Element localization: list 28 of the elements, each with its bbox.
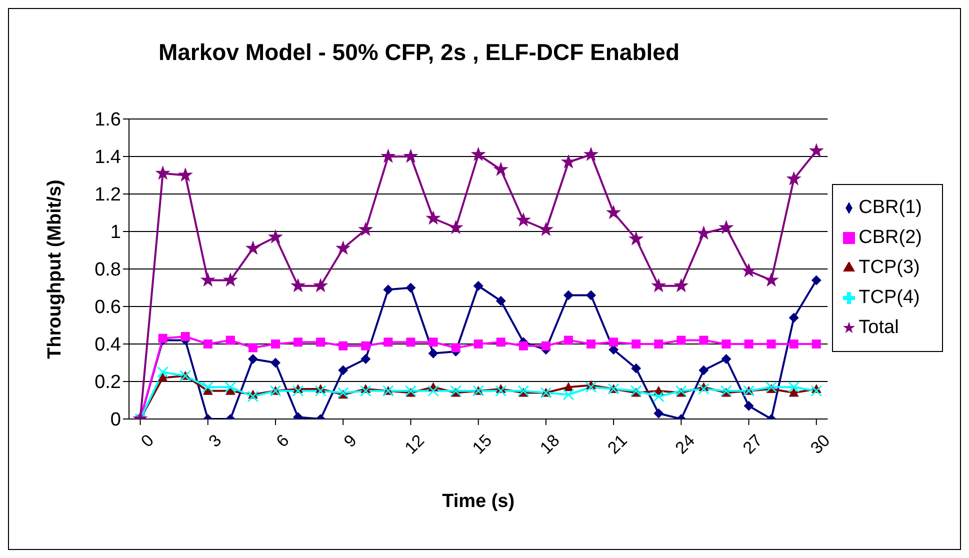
x-tick-label: 30 bbox=[806, 430, 834, 458]
x-axis-title: Time (s) bbox=[442, 491, 515, 512]
y-tick-label: 0.8 bbox=[94, 260, 121, 281]
x-tick-label: 0 bbox=[137, 430, 158, 452]
x-tick-label: 18 bbox=[536, 430, 564, 458]
x-tick-label: 9 bbox=[340, 430, 360, 452]
chart-title: Markov Model - 50% CFP, 2s , ELF-DCF Enabled bbox=[157, 39, 680, 66]
legend-label: TCP(4) bbox=[858, 287, 920, 308]
legend-label: Total bbox=[858, 317, 899, 338]
y-tick-label: 0.2 bbox=[94, 372, 121, 394]
x-tick-label: 21 bbox=[604, 430, 631, 458]
y-tick-label: 0 bbox=[110, 410, 121, 431]
y-tick-label: 1.2 bbox=[94, 184, 121, 206]
x-tick-label: 24 bbox=[672, 430, 698, 458]
y-tick-label: 1 bbox=[110, 222, 121, 244]
y-axis-title: Throughput (Mbit/s) bbox=[44, 180, 66, 359]
y-tick-label: 1.4 bbox=[94, 147, 122, 168]
x-tick-label: 27 bbox=[739, 430, 766, 458]
y-tick-label: 1.6 bbox=[94, 110, 121, 131]
x-tick-label: 12 bbox=[401, 430, 428, 458]
legend-label: CBR(1) bbox=[858, 197, 922, 218]
legend-label: CBR(2) bbox=[858, 227, 922, 248]
y-tick-label: 0.4 bbox=[94, 334, 122, 356]
y-tick-label: 0.6 bbox=[94, 297, 121, 318]
legend-label: TCP(3) bbox=[858, 257, 920, 278]
x-tick-label: 3 bbox=[205, 430, 226, 452]
x-tick-label: 15 bbox=[468, 430, 496, 458]
x-tick-label: 6 bbox=[272, 430, 293, 452]
